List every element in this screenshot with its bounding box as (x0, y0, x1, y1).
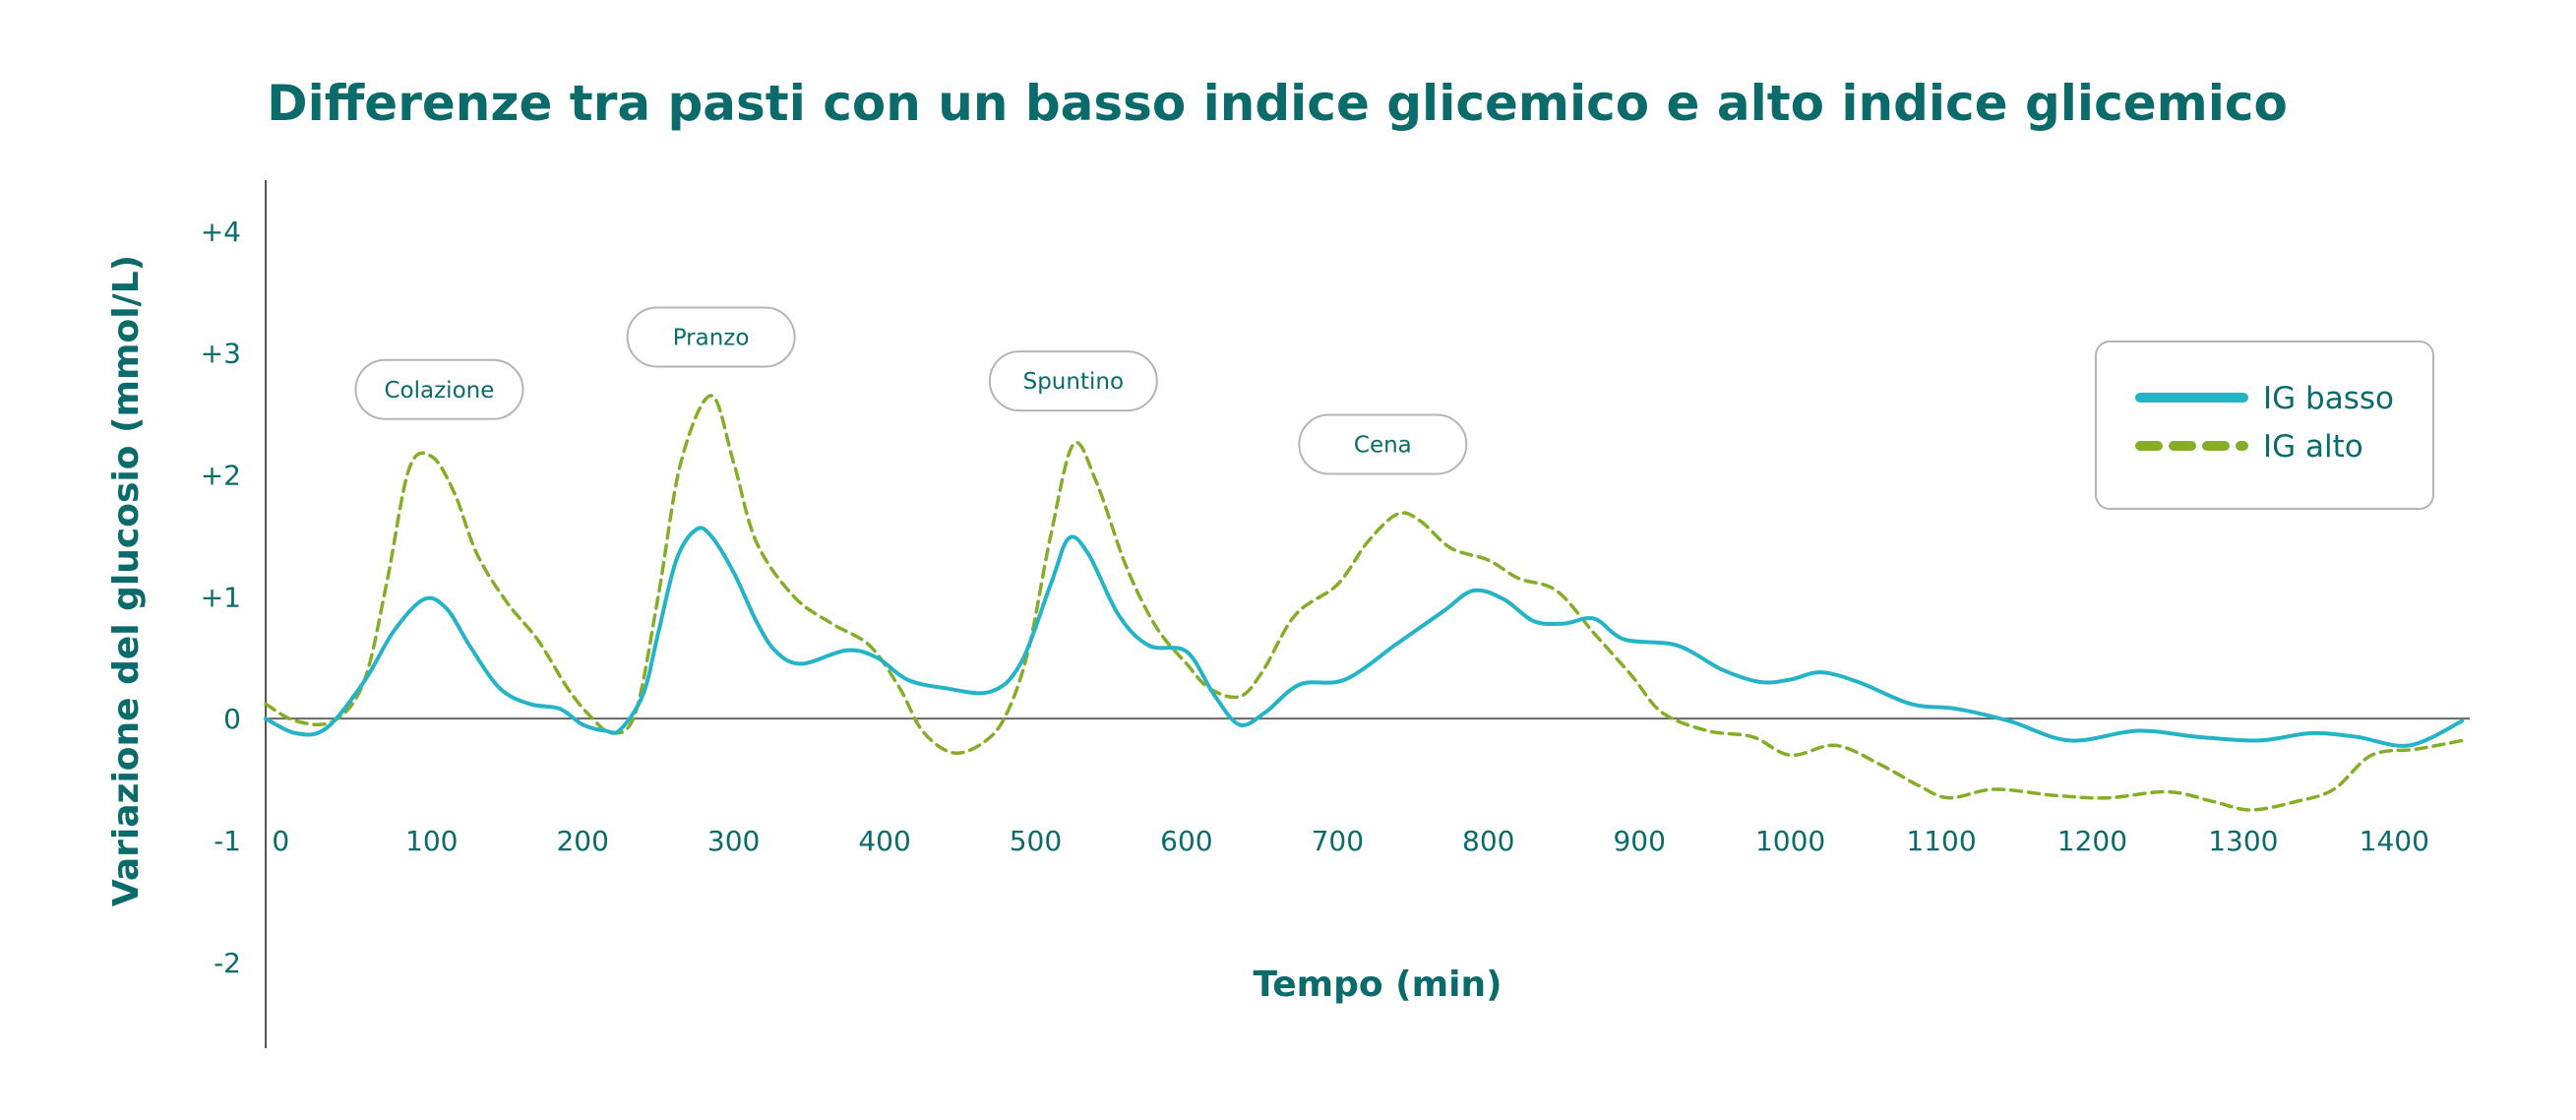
meal-callout-spuntino: Spuntino (988, 350, 1158, 412)
series-line-ig-alto (264, 394, 2465, 812)
y-tick-label: +1 (201, 581, 241, 613)
callout-box (354, 358, 524, 420)
y-tick-label: +3 (201, 338, 241, 370)
callout-label: Spuntino (1023, 369, 1124, 395)
x-tick-label: 200 (556, 825, 608, 857)
legend-label-ig-alto: IG alto (2263, 429, 2363, 465)
callout-label: Pranzo (673, 326, 750, 351)
meal-callout-cena: Cena (1298, 413, 1468, 475)
series-lines (264, 394, 2465, 812)
x-tick-label: 1000 (1755, 825, 1825, 857)
x-axis-label: Tempo (min) (1253, 964, 1502, 1005)
series-line-ig-basso (264, 526, 2465, 748)
x-tick-label: 400 (858, 825, 910, 857)
y-tick-label: -2 (214, 947, 241, 979)
x-tick-label: 500 (1010, 825, 1062, 857)
x-tick-label: 900 (1613, 825, 1665, 857)
meal-callouts: Colazione Pranzo Spuntino Cena (354, 306, 1468, 475)
y-tick-label: -1 (214, 825, 241, 857)
x-tick-label: 800 (1462, 825, 1514, 857)
x-tick-label: 1400 (2360, 825, 2429, 857)
x-tick-label: 1300 (2208, 825, 2278, 857)
callout-box (988, 350, 1158, 412)
x-tick-label: 300 (707, 825, 760, 857)
x-tick-labels: 0 100 200 300 400 500 600 700 800 900 1000 1100 1200… (272, 825, 2428, 857)
x-tick-label: 700 (1312, 825, 1364, 857)
callout-label: Colazione (384, 378, 494, 404)
x-tick-label: 1200 (2057, 825, 2127, 857)
legend-label-ig-basso: IG basso (2263, 381, 2394, 416)
legend: IG basso IG alto (2095, 341, 2434, 510)
y-tick-label: +4 (201, 216, 241, 248)
y-tick-label: 0 (223, 703, 241, 735)
x-tick-label: 600 (1160, 825, 1212, 857)
y-tick-labels: +4 +3 +2 +1 0 -1 -2 (201, 216, 241, 979)
x-tick-label: 100 (405, 825, 458, 857)
callout-label: Cena (1354, 433, 1412, 459)
y-axis-label: Variazione del glucosio (mmol/L) (106, 255, 147, 906)
meal-callout-pranzo: Pranzo (626, 306, 796, 368)
legend-box (2095, 341, 2434, 510)
chart-title: Differenze tra pasti con un basso indice… (267, 75, 2288, 132)
callout-box (1298, 413, 1468, 475)
y-tick-label: +2 (201, 459, 241, 491)
x-tick-label: 1100 (1906, 825, 1976, 857)
meal-callout-colazione: Colazione (354, 358, 524, 420)
x-tick-label: 0 (272, 825, 289, 857)
callout-box (626, 306, 796, 368)
